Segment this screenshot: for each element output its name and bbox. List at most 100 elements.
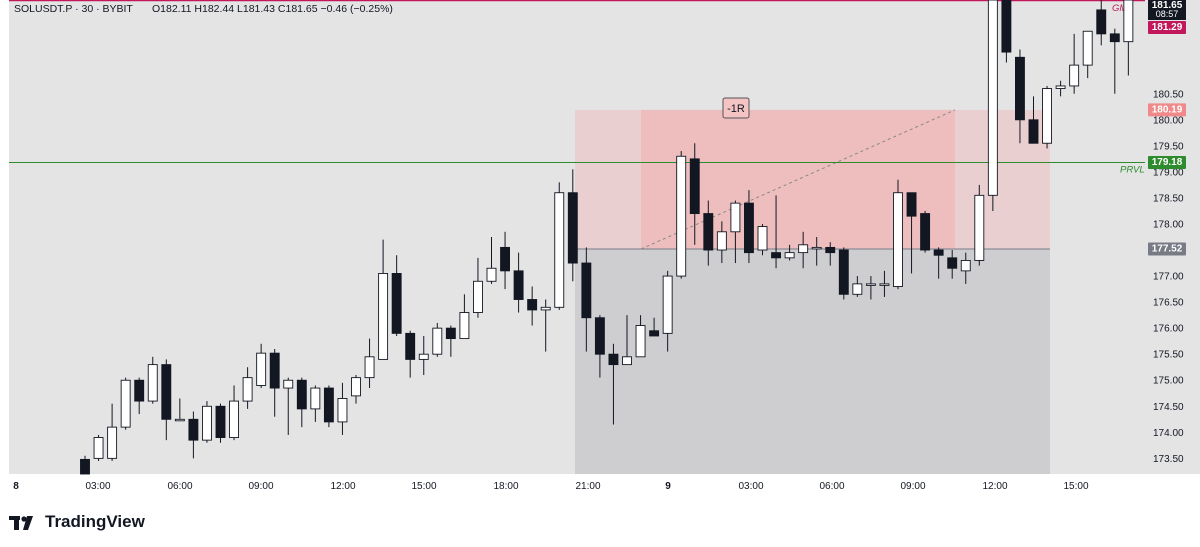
candle-body — [649, 330, 660, 337]
candle-body — [473, 280, 483, 313]
x-tick-label: 09:00 — [248, 481, 273, 492]
risk-zone — [575, 109, 1050, 249]
entry-price-tag-text: 177.52 — [1152, 243, 1183, 254]
y-tick-label: 177.00 — [1153, 272, 1184, 283]
tradingview-logo-text: TradingView — [45, 512, 145, 531]
prvl-price-tag-bg — [1148, 156, 1186, 170]
last-price-tag-bg — [1148, 0, 1186, 20]
y-tick-label: 174.50 — [1153, 402, 1184, 413]
second-price-tag-text: 181.29 — [1152, 22, 1183, 33]
candle-body — [689, 158, 700, 215]
x-tick-label: 21:00 — [575, 481, 600, 492]
candle-body — [676, 155, 687, 277]
y-tick-label: 179.00 — [1153, 167, 1184, 178]
candle-body — [120, 379, 131, 428]
candle-body — [296, 379, 307, 410]
y-tick-label: 173.50 — [1153, 454, 1184, 465]
candle-body — [594, 317, 605, 355]
second-price-tag: 181.29 — [1148, 21, 1186, 34]
candle-body — [920, 213, 931, 251]
x-tick-label: 06:00 — [819, 481, 844, 492]
last-price-tag-text: 181.65 — [1152, 0, 1183, 11]
candle-body — [1082, 30, 1093, 66]
candle-body — [567, 192, 578, 264]
candle-body — [269, 352, 280, 389]
reward-zone — [575, 248, 1050, 474]
risk-zone-filled — [641, 109, 955, 249]
stop-price-tag-text: 180.19 — [1152, 104, 1183, 115]
candle-body — [107, 426, 118, 459]
r-multiple-box — [722, 97, 750, 119]
candle-body — [351, 377, 361, 397]
candle-body — [80, 458, 90, 475]
candle-body — [1069, 64, 1080, 87]
candle-body — [188, 418, 199, 441]
stop-price-tag-bg — [1148, 103, 1186, 117]
candle-body — [174, 418, 185, 422]
candle-body — [283, 379, 294, 389]
candle-body — [486, 267, 497, 282]
gm-label: GM — [1112, 3, 1127, 14]
tradingview-logo[interactable]: TradingView — [9, 512, 145, 532]
candle-body — [134, 379, 145, 402]
candle-body — [933, 249, 944, 256]
candle-body — [337, 398, 348, 423]
candle-body — [364, 356, 375, 379]
y-tick-label: 180.50 — [1153, 89, 1184, 100]
candle-body — [798, 244, 809, 254]
candle-body — [527, 299, 538, 311]
candle-body — [1096, 9, 1107, 35]
candle-body — [201, 405, 212, 441]
y-tick-label: 176.00 — [1153, 324, 1184, 335]
candle-body — [432, 327, 443, 355]
candle-body — [622, 356, 632, 366]
candle-body — [960, 259, 971, 272]
candle-body — [757, 226, 768, 251]
x-tick-label: 03:00 — [85, 481, 110, 492]
candle-body — [378, 273, 389, 360]
candle-body — [93, 437, 104, 459]
candle-body — [716, 231, 727, 251]
x-tick-label: 09:00 — [900, 481, 925, 492]
candle-body — [974, 194, 985, 261]
chart-ohlc: O182.11 H182.44 L181.43 C181.65 −0.46 (−… — [152, 3, 393, 15]
candle-body — [310, 387, 321, 410]
r-multiple-label: -1R — [727, 103, 745, 115]
candle-body — [987, 0, 998, 196]
candle-body — [1123, 0, 1134, 43]
candle-body — [947, 257, 958, 269]
y-tick-label: 175.00 — [1153, 376, 1184, 387]
candle-body — [662, 275, 673, 334]
candle-body — [418, 353, 429, 360]
candle-body — [242, 377, 253, 402]
candle-body — [1015, 56, 1025, 121]
candle-body — [879, 283, 890, 286]
candle-body — [838, 249, 849, 295]
candle-body — [513, 270, 524, 300]
candle-body — [500, 246, 510, 272]
y-tick-label: 180.00 — [1153, 115, 1184, 126]
candle-body — [540, 306, 551, 311]
candle-body — [744, 202, 754, 254]
y-tick-label: 178.00 — [1153, 219, 1184, 230]
candle-body — [405, 332, 416, 360]
candle-body — [215, 405, 226, 438]
x-tick-label: 06:00 — [167, 481, 192, 492]
second-price-tag-bg — [1148, 21, 1186, 34]
candle-body — [459, 312, 470, 340]
y-tick-label: 178.50 — [1153, 193, 1184, 204]
x-tick-label: 8 — [13, 481, 19, 492]
candle-body — [147, 364, 158, 402]
candle-body — [608, 353, 619, 366]
prvl-price-tag-text: 179.18 — [1152, 157, 1183, 168]
candle-body — [825, 246, 836, 254]
candle-body — [703, 213, 714, 251]
prvl-label: PRVL — [1120, 165, 1145, 176]
chart-symbol: SOLUSDT.P · 30 · BYBIT — [14, 3, 133, 15]
candle-body — [1001, 0, 1012, 53]
candle-body — [554, 192, 565, 308]
candle-body — [1109, 33, 1120, 43]
candle-body — [771, 252, 781, 259]
